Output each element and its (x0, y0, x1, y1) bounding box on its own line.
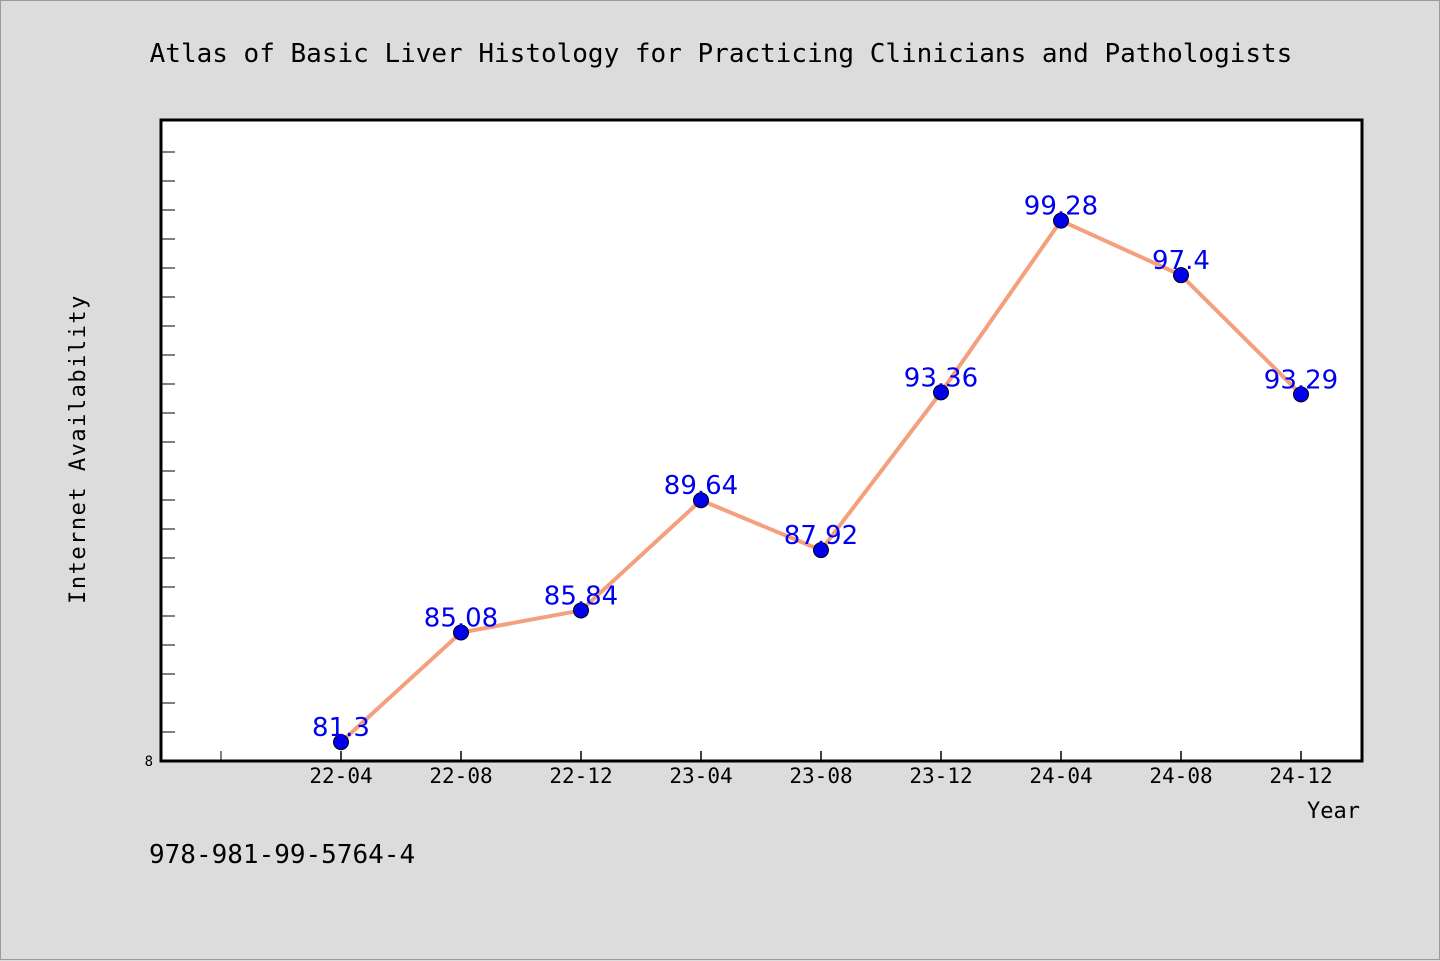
data-point (1173, 267, 1189, 284)
data-label: 87.92 (784, 521, 858, 551)
data-label: 81.3 (312, 713, 370, 743)
plot-area (159, 118, 1364, 763)
data-point (333, 734, 349, 751)
data-point (1053, 212, 1069, 229)
x-tick-label: 23-08 (789, 764, 852, 788)
x-axis-ticks (220, 751, 1302, 761)
data-label: 93.29 (1264, 365, 1338, 395)
x-tick-label: 22-04 (309, 764, 372, 788)
y-axis-label: Internet Availability (66, 294, 91, 604)
data-label: 89.64 (664, 471, 738, 501)
data-point (573, 602, 589, 619)
x-tick-label: 22-12 (549, 764, 612, 788)
x-axis-tick-labels: 22-04 22-08 22-12 23-04 23-08 23-12 24-04 24-08… (309, 764, 1332, 788)
y-tick-label: 8 (145, 754, 153, 770)
data-point (1293, 386, 1309, 403)
isbn-footer: 978-981-99-5764-4 (149, 840, 415, 870)
data-label: 85.08 (424, 604, 498, 634)
x-tick-label: 23-12 (909, 764, 972, 788)
x-axis-label: Year (1307, 799, 1360, 824)
data-point (933, 384, 949, 401)
x-tick-label: 24-12 (1269, 764, 1332, 788)
x-tick-label: 24-08 (1149, 764, 1212, 788)
x-tick-label: 23-04 (669, 764, 732, 788)
chart-title: Atlas of Basic Liver Histology for Pract… (150, 39, 1293, 69)
data-labels: 81.3 85.08 85.84 89.64 87.92 93.36 99.28 97.4 93… (312, 192, 1338, 744)
data-label: 93.36 (904, 363, 978, 393)
x-tick-label: 24-04 (1029, 764, 1092, 788)
data-point (453, 624, 469, 641)
data-point (813, 542, 829, 559)
data-markers (333, 212, 1309, 751)
x-tick-label: 22-08 (429, 764, 492, 788)
data-label: 99.28 (1024, 192, 1098, 222)
data-label: 97.4 (1152, 246, 1210, 276)
data-label: 85.84 (544, 581, 618, 611)
y-axis-ticks (161, 151, 175, 733)
data-point (693, 492, 709, 509)
y-axis-tick-labels: 8 (145, 754, 153, 770)
